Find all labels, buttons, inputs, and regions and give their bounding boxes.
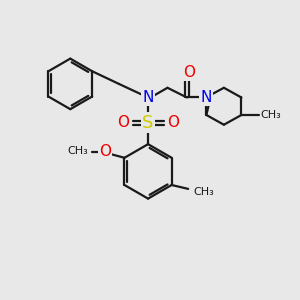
Text: O: O [117,115,129,130]
Text: CH₃: CH₃ [193,187,214,197]
Text: CH₃: CH₃ [261,110,282,120]
Text: N: N [201,90,212,105]
Text: O: O [167,115,179,130]
Text: S: S [142,114,154,132]
Text: CH₃: CH₃ [68,146,88,156]
Text: O: O [183,65,195,80]
Text: O: O [99,144,111,159]
Text: N: N [142,90,154,105]
